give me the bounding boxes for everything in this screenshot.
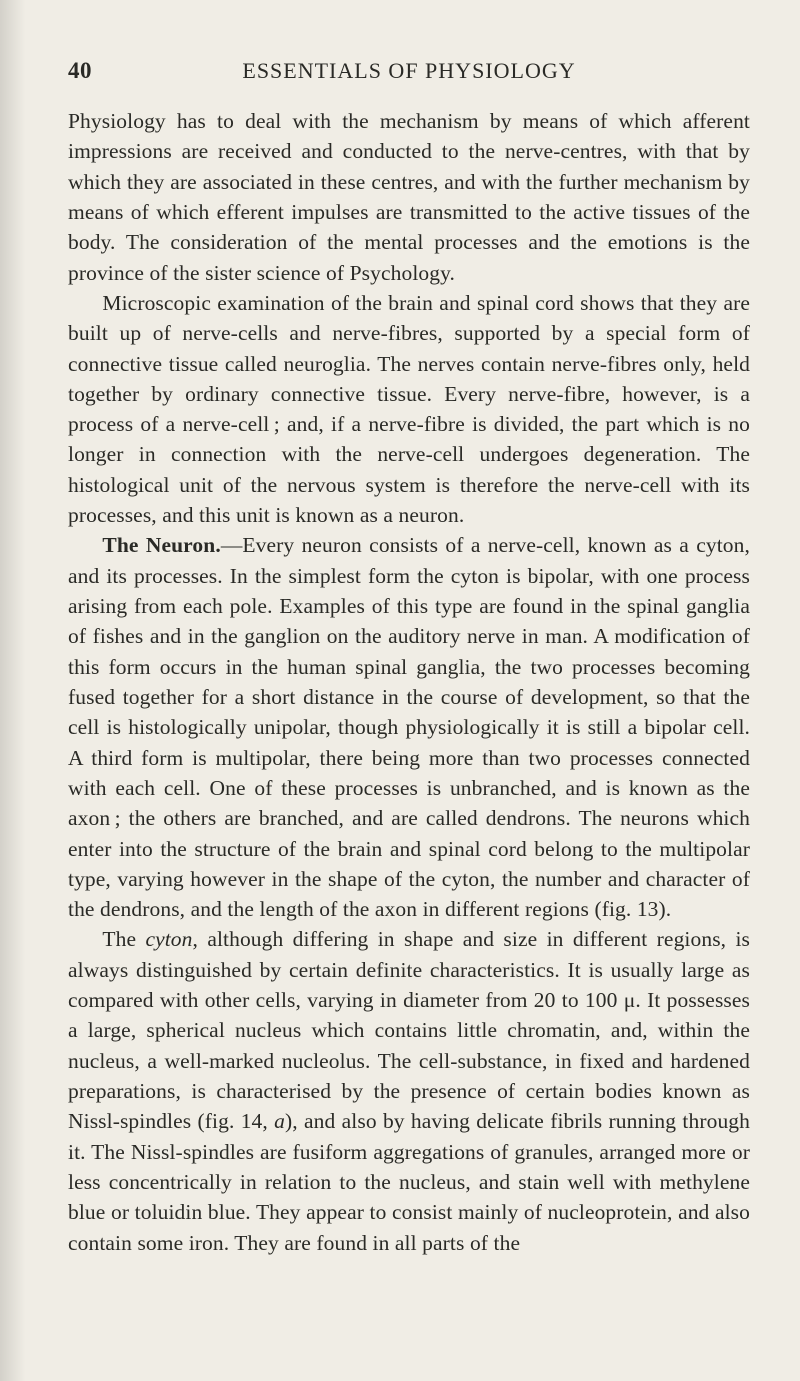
paragraph-1: Physiology has to deal with the mechanis… xyxy=(68,106,750,288)
paragraph-3: The Neuron.—Every neuron consists of a n… xyxy=(68,530,750,924)
book-page: 40 ESSENTIALS OF PHYSIOLOGY Physiology h… xyxy=(0,0,800,1381)
body-text: Physiology has to deal with the mechanis… xyxy=(68,106,750,1258)
term-cyton: cyton xyxy=(145,927,192,951)
paragraph-3-body: —Every neuron consists of a nerve-cell, … xyxy=(68,533,750,921)
paragraph-2: Microscopic examination of the brain and… xyxy=(68,288,750,531)
paragraph-4: The cyton, although differing in shape a… xyxy=(68,924,750,1257)
page-number: 40 xyxy=(68,58,128,84)
run-in-heading-neuron: The Neuron. xyxy=(102,533,220,557)
paragraph-4-pre: The xyxy=(102,927,145,951)
paragraph-4-post: , although differing in shape and size i… xyxy=(68,927,750,1133)
fig-label-a: a xyxy=(274,1109,285,1133)
running-header: 40 ESSENTIALS OF PHYSIOLOGY xyxy=(68,58,750,84)
running-title: ESSENTIALS OF PHYSIOLOGY xyxy=(128,58,750,84)
